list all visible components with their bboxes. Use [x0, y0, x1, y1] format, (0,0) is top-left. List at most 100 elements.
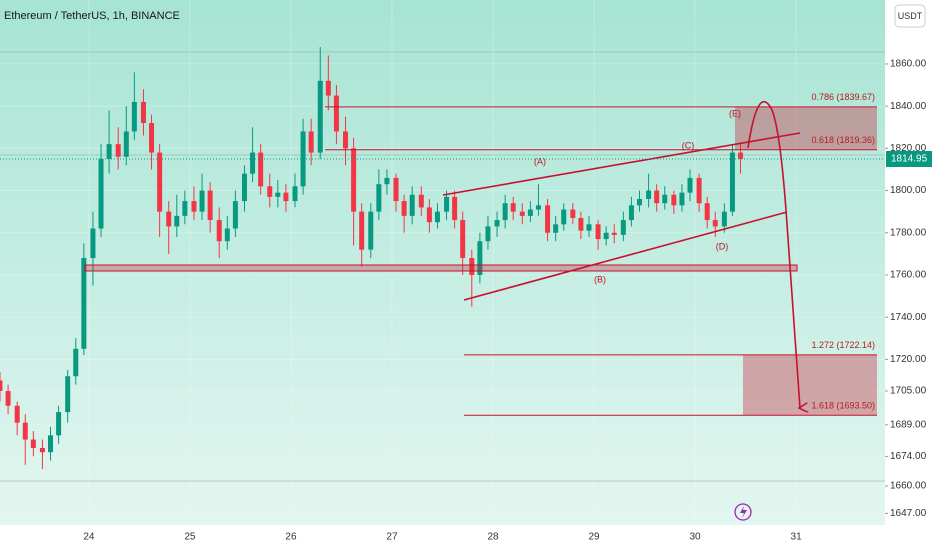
y-tick-label: 1674.00: [890, 451, 927, 462]
candle-body: [39, 447, 45, 453]
wave-label: (E): [729, 108, 741, 118]
target-zone: [735, 106, 877, 150]
candle-body: [123, 131, 129, 157]
candle-body: [368, 211, 374, 250]
candle-body: [738, 152, 744, 159]
x-tick-label: 24: [83, 532, 95, 543]
candle-body: [81, 258, 87, 349]
candle-body: [275, 192, 281, 197]
candle-body: [444, 196, 450, 212]
candle-body: [90, 228, 96, 259]
candle-body: [131, 101, 137, 132]
candle-body: [561, 209, 567, 225]
candle-body: [166, 211, 172, 227]
candle-body: [418, 194, 424, 208]
support-zone: [84, 264, 798, 272]
candle-body: [182, 201, 188, 216]
candle-body: [671, 194, 677, 206]
y-tick-label: 1760.00: [890, 270, 927, 281]
currency-label: USDT: [898, 11, 923, 21]
level-label: 0.786 (1839.67): [811, 92, 875, 102]
trendline: [463, 211, 788, 301]
candle-body: [570, 209, 576, 218]
candle-body: [351, 148, 357, 212]
x-tick-label: 26: [285, 532, 297, 543]
last-price-label: 1814.95: [891, 154, 928, 165]
candle-body: [191, 201, 197, 212]
candle-body: [654, 190, 660, 204]
candle-body: [0, 380, 3, 392]
candle-body: [527, 209, 533, 216]
x-tick-label: 28: [487, 532, 499, 543]
candle-body: [595, 224, 601, 240]
x-tick-label: 27: [386, 532, 398, 543]
candle-body: [5, 391, 11, 406]
candle-body: [434, 211, 440, 223]
candle-body: [258, 152, 264, 187]
candle-body: [98, 158, 104, 229]
candle-body: [73, 348, 79, 377]
candle-body: [603, 232, 609, 240]
candle-body: [646, 190, 652, 199]
price-axis-background: [885, 0, 932, 550]
candle-body: [712, 220, 718, 227]
candle-body: [22, 422, 28, 440]
candle-body: [586, 224, 592, 231]
y-tick-label: 1740.00: [890, 312, 927, 323]
candle-body: [106, 144, 112, 159]
y-tick-label: 1820.00: [890, 143, 927, 154]
candle-body: [232, 201, 238, 229]
candle-body: [628, 205, 634, 221]
x-tick-label: 30: [690, 532, 702, 543]
y-tick-label: 1800.00: [890, 185, 927, 196]
candle-body: [401, 201, 407, 216]
candle-body: [494, 220, 500, 227]
candle-body: [687, 177, 693, 193]
last-price-tag: [886, 150, 932, 167]
candle-body: [48, 435, 54, 453]
candle-body: [308, 131, 314, 153]
candle-body: [267, 186, 273, 197]
time-axis-background: [0, 525, 885, 550]
candle-body: [469, 258, 475, 275]
candle-body: [325, 80, 331, 96]
y-tick-label: 1860.00: [890, 59, 927, 70]
candle-body: [611, 232, 617, 235]
candle-body: [157, 152, 163, 212]
candle-body: [292, 186, 298, 202]
x-tick-label: 31: [791, 532, 803, 543]
candle-body: [65, 376, 71, 413]
event-bolt: [740, 506, 747, 518]
candle-body: [56, 412, 62, 436]
candle-body: [502, 203, 508, 221]
candle-body: [620, 220, 626, 235]
wave-label: (C): [682, 140, 695, 150]
candle-body: [477, 241, 483, 275]
candle-body: [199, 190, 205, 212]
y-tick-label: 1840.00: [890, 101, 927, 112]
candle-body: [241, 173, 247, 202]
level-label: 1.618 (1693.50): [811, 401, 875, 411]
wave-label: (B): [594, 274, 606, 284]
candle-body: [393, 177, 399, 202]
candle-body: [679, 192, 685, 206]
candle-body: [376, 184, 382, 212]
level-label: 1.272 (1722.14): [811, 340, 875, 350]
candle-body: [317, 80, 323, 153]
candle-body: [140, 101, 146, 124]
candle-body: [384, 177, 390, 185]
candle-body: [729, 152, 735, 212]
target-zone: [743, 354, 877, 416]
event-icon[interactable]: [734, 503, 752, 521]
x-tick-label: 25: [184, 532, 196, 543]
trendline: [442, 132, 801, 196]
candle-body: [460, 220, 466, 259]
candle-body: [115, 144, 121, 157]
y-tick-label: 1660.00: [890, 481, 927, 492]
currency-button[interactable]: [894, 4, 926, 28]
y-tick-label: 1705.00: [890, 386, 927, 397]
candle-body: [578, 217, 584, 231]
projection-arrow: [747, 100, 800, 408]
candle-body: [149, 123, 155, 153]
